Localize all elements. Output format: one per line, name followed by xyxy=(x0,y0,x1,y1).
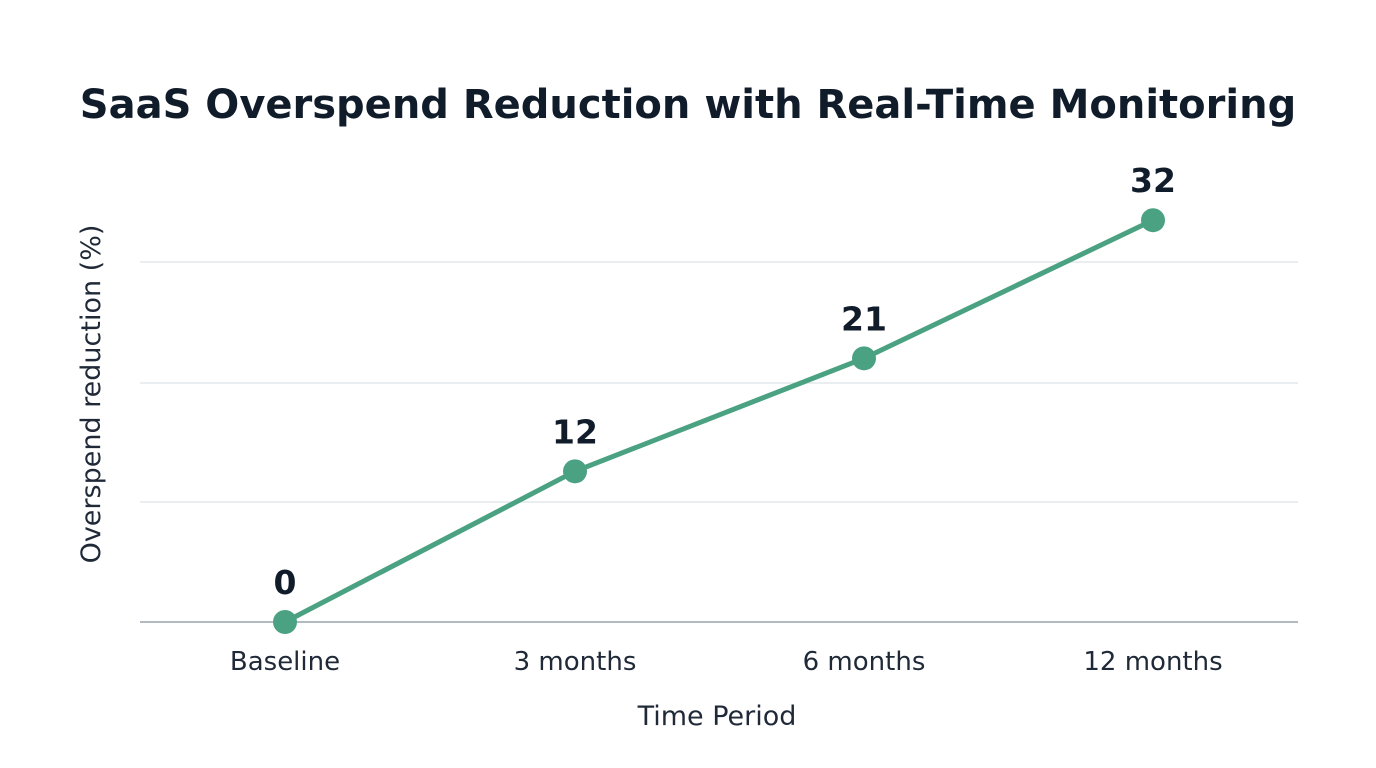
data-point-3-months xyxy=(563,459,587,484)
data-points xyxy=(273,208,1165,634)
data-point-6-months xyxy=(852,346,876,371)
data-label: 0 xyxy=(274,563,297,602)
data-label: 21 xyxy=(841,299,887,338)
x-axis-label: Time Period xyxy=(637,701,797,732)
data-point-12-months xyxy=(1141,208,1165,233)
gridlines xyxy=(140,261,1298,623)
data-label: 12 xyxy=(552,412,598,451)
data-point-baseline xyxy=(273,610,297,634)
chart-title: SaaS Overspend Reduction with Real-Time … xyxy=(80,82,1296,128)
y-axis-label: Overspend reduction (%) xyxy=(76,225,107,564)
series-line-group xyxy=(282,217,1156,625)
x-tick-label: 3 months xyxy=(514,647,637,677)
data-label: 32 xyxy=(1130,161,1176,200)
x-tick-label: 12 months xyxy=(1083,647,1222,677)
x-tick-label: 6 months xyxy=(803,647,926,677)
data-labels: 0 12 21 32 xyxy=(274,161,1176,602)
x-tick-label: Baseline xyxy=(230,647,340,677)
series-line xyxy=(282,217,1156,625)
x-axis-ticks: Baseline 3 months 6 months 12 months xyxy=(230,647,1223,677)
